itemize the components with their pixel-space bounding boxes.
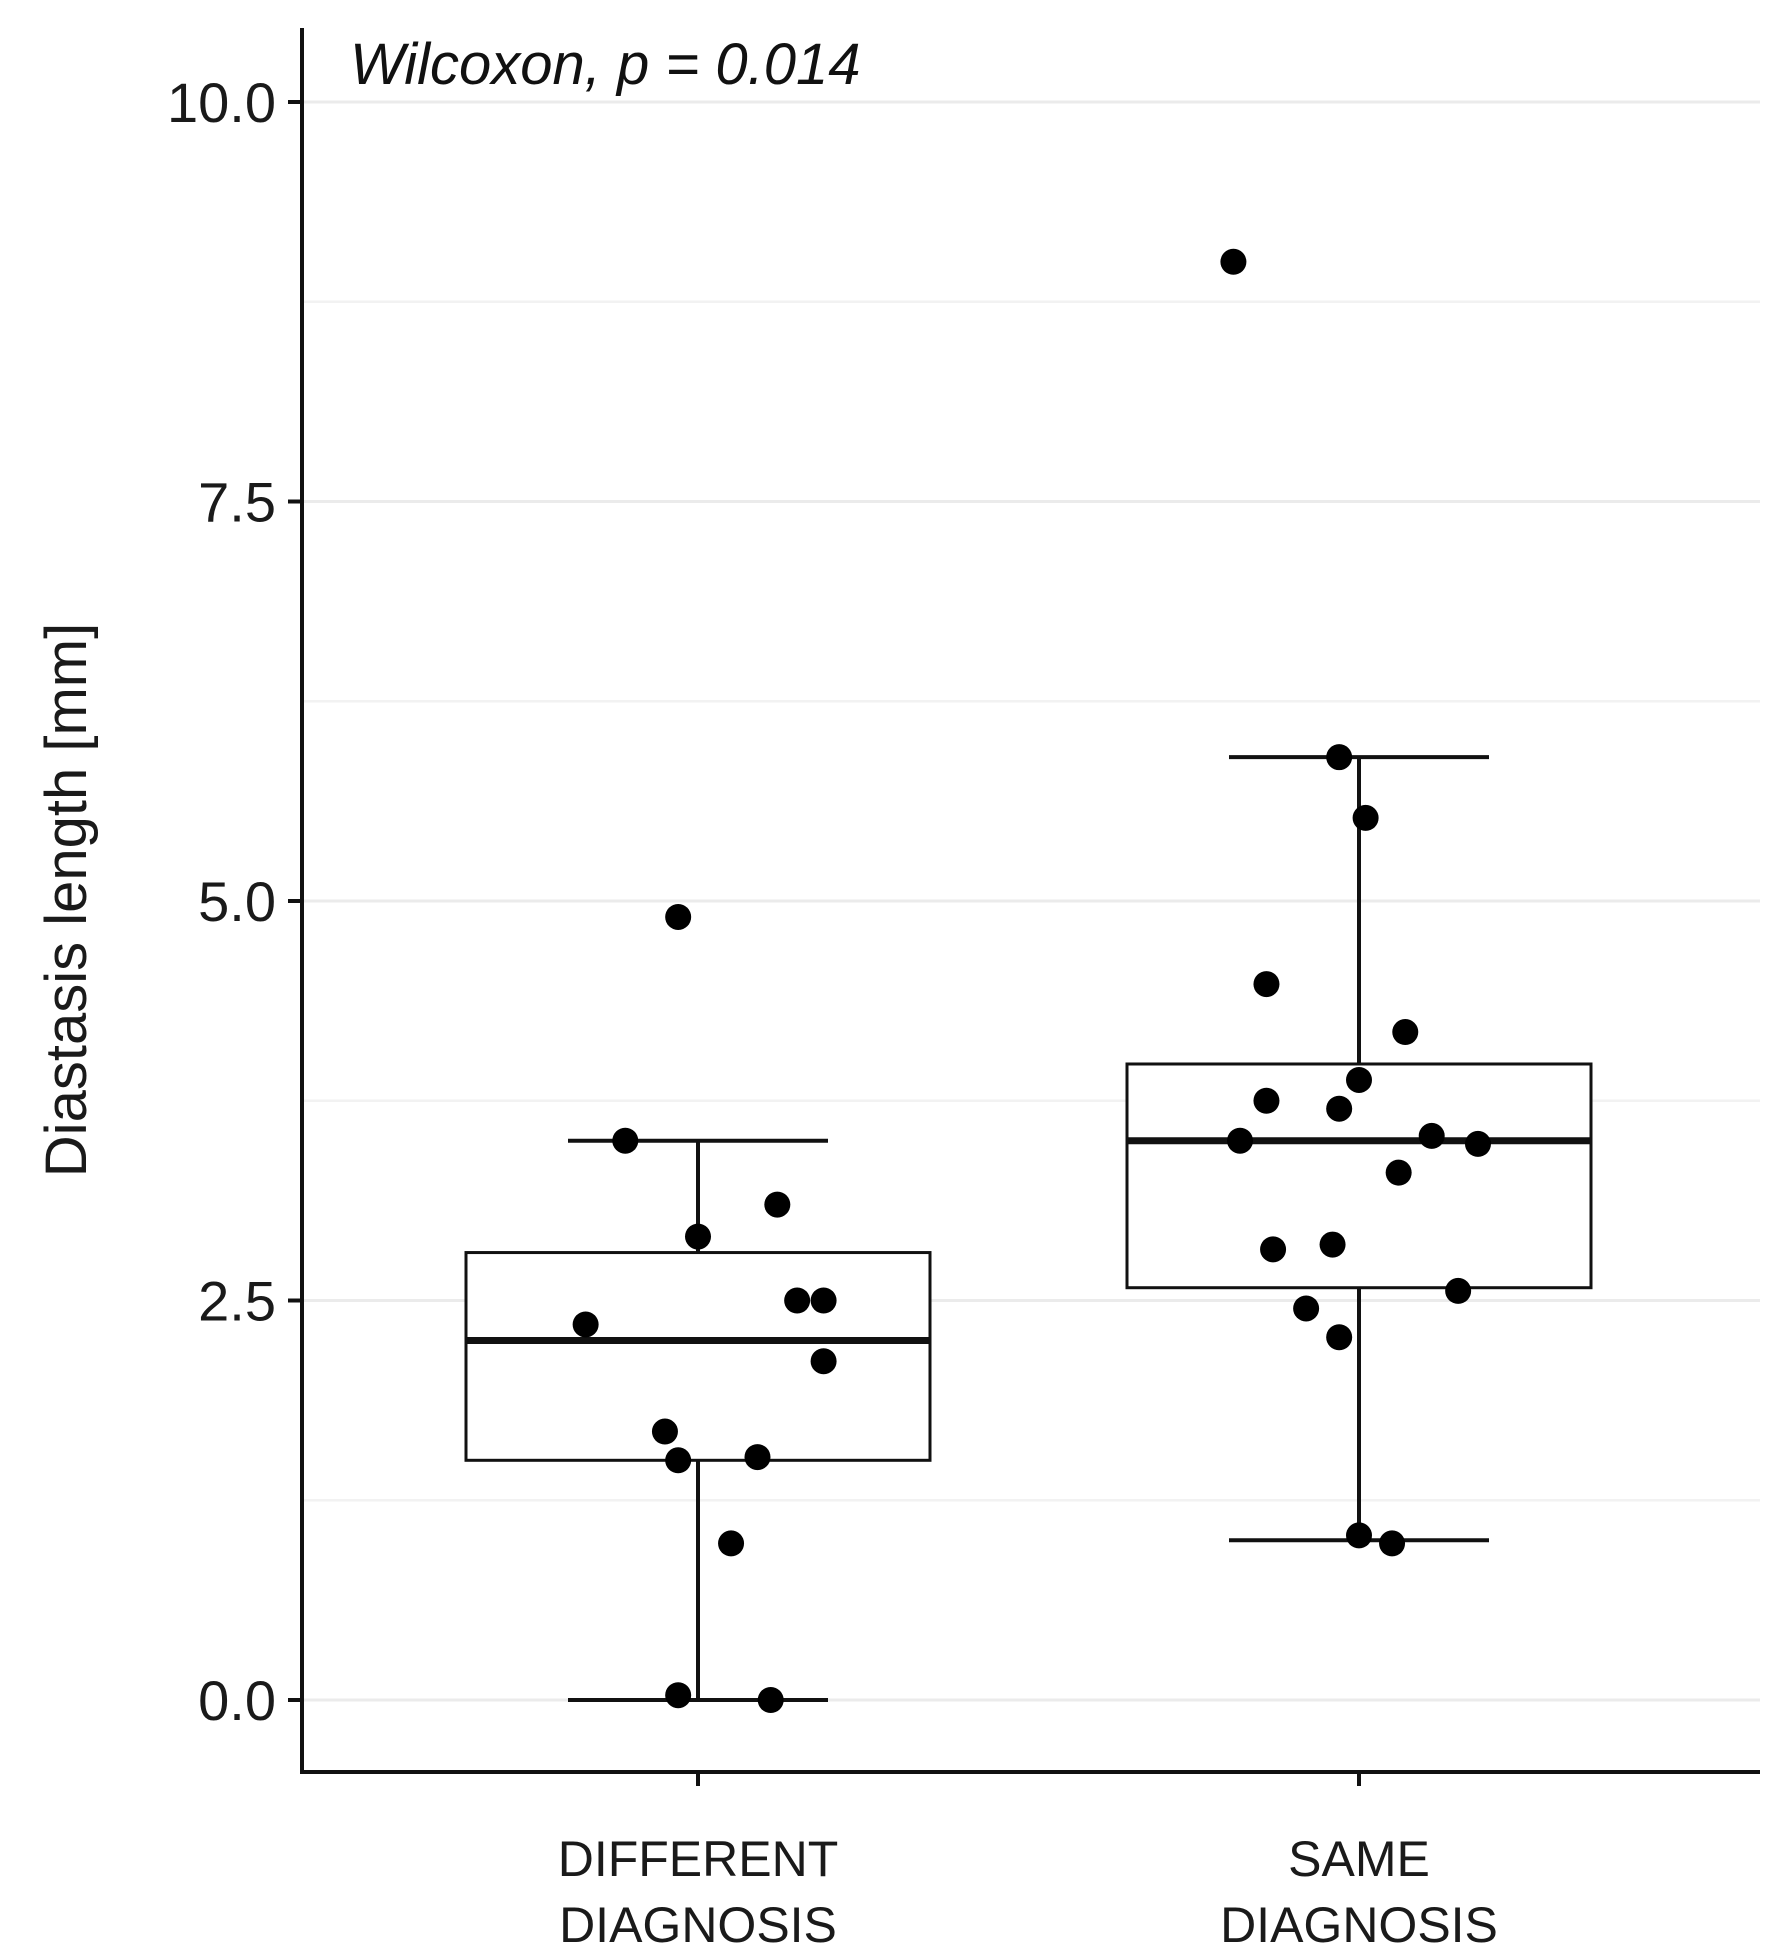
y-tick-label: 2.5	[198, 1270, 276, 1333]
data-point	[1352, 804, 1379, 831]
y-axis-title: Diastasis length [mm]	[34, 623, 99, 1177]
x-category-label-line2: DIAGNOSIS	[559, 1897, 837, 1953]
data-point	[1319, 1231, 1346, 1258]
data-point	[1293, 1295, 1320, 1322]
x-category-label-line1: DIFFERENT	[558, 1831, 839, 1887]
data-point	[651, 1418, 678, 1445]
data-point	[810, 1287, 837, 1314]
x-category-label-line1: SAME	[1288, 1831, 1430, 1887]
data-point	[764, 1191, 791, 1218]
data-point	[810, 1348, 837, 1375]
data-point	[1385, 1159, 1412, 1186]
y-tick-label: 10.0	[167, 71, 276, 134]
iqr-box	[464, 1251, 932, 1462]
data-point	[1379, 1530, 1406, 1557]
data-point	[718, 1530, 745, 1557]
y-tick-label: 0.0	[198, 1669, 276, 1732]
data-point	[572, 1311, 599, 1338]
data-point	[757, 1687, 784, 1713]
iqr-box	[1125, 1062, 1593, 1290]
data-point	[1392, 1019, 1419, 1046]
data-point	[784, 1287, 811, 1314]
data-point	[1418, 1122, 1445, 1149]
data-point	[1253, 971, 1280, 998]
box-group	[464, 1138, 932, 1702]
y-tick-label: 7.5	[198, 471, 276, 534]
data-point	[1220, 248, 1247, 275]
data-point	[1326, 1324, 1353, 1351]
data-point	[685, 1223, 711, 1250]
data-point	[1227, 1127, 1254, 1154]
data-point	[1260, 1236, 1287, 1263]
data-point	[1464, 1130, 1491, 1157]
data-point	[1326, 744, 1353, 771]
data-points	[572, 248, 1491, 1713]
axes: 0.0 2.5 5.0 7.5 10.0 DIFFERENT DIAGNOSIS SAME DI…	[167, 28, 1760, 1953]
data-point	[612, 1127, 639, 1154]
wilcoxon-annotation: Wilcoxon, p = 0.014	[350, 32, 861, 97]
data-point	[665, 903, 692, 930]
data-point	[1346, 1522, 1372, 1549]
boxes	[464, 755, 1593, 1702]
data-point	[1253, 1087, 1280, 1114]
data-point	[1346, 1066, 1372, 1093]
data-point	[665, 1682, 692, 1709]
y-tick-label: 5.0	[198, 870, 276, 933]
data-point	[744, 1444, 771, 1471]
data-point	[1326, 1095, 1353, 1122]
x-category-label-line2: DIAGNOSIS	[1220, 1897, 1498, 1953]
data-point	[665, 1447, 692, 1474]
data-point	[1445, 1277, 1472, 1304]
